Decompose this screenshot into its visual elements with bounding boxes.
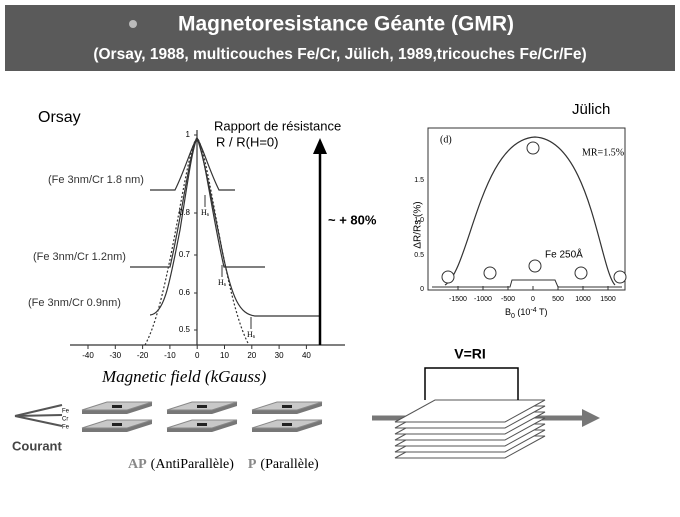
curve-label: (Fe 3nm/Cr 0.9nm) [28,297,121,309]
x-tick-label: -1000 [474,296,492,303]
julich-label: Jülich [572,101,610,118]
mr-label: MR=1.5% [582,147,624,158]
hs-label: Hs [247,330,256,341]
spin-marker [528,259,542,273]
x-tick-label: -30 [110,351,122,360]
x-tick-label: -10 [164,351,176,360]
y-tick-label: 1.0 [414,217,424,224]
x-label-part: T) [537,307,548,317]
plate-hole [282,405,292,408]
layer-label: Fe [62,425,70,431]
y-axis-label: ΔR/Rs (%) [413,201,424,248]
spin-marker [441,270,455,284]
hs-main: H [218,278,224,287]
orsay-label: Orsay [38,109,81,126]
hs-sub: s [253,334,256,340]
y-tick-label: 0.7 [179,250,191,259]
title: Magnetoresistance Géante (GMR) [178,13,514,36]
bullet [129,20,137,28]
sheet [394,399,546,423]
plate-hole [112,405,122,408]
sample-label: Fe 250Å [545,248,583,261]
arrow-head [313,138,327,154]
x-label-part: (10 [515,307,531,317]
julich-curve [444,136,616,286]
plate-hole [197,423,207,426]
hs-main: H [201,208,207,217]
ap-text: (AntiParallèle) [151,457,235,472]
julich-frame [427,127,626,291]
plate-edge [82,420,152,432]
hs-label: Hs [218,278,227,289]
plate-edge [167,402,237,414]
x-tick-label: 20 [247,351,256,360]
x-tick-label: -40 [82,351,94,360]
y-tick-label: 0 [420,286,424,293]
x-tick-label: -20 [137,351,149,360]
x-label-part: B [505,307,511,317]
panel-label: (d) [440,134,452,145]
hs-label: Hs [201,208,210,219]
law-label: V=RI [454,346,486,362]
x-tick-label: 500 [552,296,564,303]
x-axis-label: Magnetic field (kGauss) [101,367,267,386]
x-tick-label: -1500 [449,296,467,303]
julich-curve [432,279,622,288]
header-band [5,5,675,71]
y-tick-label: 0.6 [179,288,191,297]
plate-hole [282,423,292,426]
x-tick-label: 0 [195,351,200,360]
x-tick-label: 0 [531,296,535,303]
plate-edge [252,420,322,432]
y-tick-label: 0.5 [414,252,424,259]
p: P [248,457,257,472]
spin-marker [613,270,627,284]
x-tick-label: 40 [302,351,311,360]
x-label-part: -4 [530,307,536,314]
y-tick-label: 0.8 [179,208,191,217]
ap: AP [128,457,147,472]
hs-main: H [247,330,253,339]
current-label: Courant [12,438,63,453]
plate-edge [167,420,237,432]
orsay-ylabel: Rapport de résistance [214,118,341,133]
y-tick-label: 1 [186,130,191,139]
plate-edge [82,402,152,414]
x-tick-label: 1000 [575,296,591,303]
arrow-head [582,409,600,427]
legend: AP (AntiParallèle) P (Parallèle) [128,457,319,472]
x-label-part: 0 [511,313,515,320]
plate-edge [252,402,322,414]
current-arrows [14,404,63,427]
voltmeter-wire [424,367,519,400]
spin-marker [526,141,540,155]
x-tick-label: -500 [501,296,515,303]
subtitle: (Orsay, 1988, multicouches Fe/Cr, Jülich… [93,46,586,63]
spin-marker [574,266,588,280]
plate-hole [112,423,122,426]
x-tick-label: 1500 [600,296,616,303]
orsay-ylabel: R / R(H=0) [216,134,278,149]
orsay-axes [70,130,345,346]
hs-sub: s [224,282,227,288]
curve-label: (Fe 3nm/Cr 1.2nm) [33,251,126,263]
layer-label: Cr [62,417,68,423]
y-tick-label: 1.5 [414,177,424,184]
x-tick-label: 10 [220,351,229,360]
curve-label: (Fe 3nm/Cr 1.8 nm) [48,174,144,186]
change-label: ~ + 80% [328,212,377,227]
plate-hole [197,405,207,408]
x-axis-label: B0 (10-4 T) [505,307,548,320]
x-tick-label: 30 [275,351,284,360]
layer-label: Fe [62,409,70,415]
p-text: (Parallèle) [260,457,319,472]
y-tick-label: 0.5 [179,325,191,334]
spin-marker [483,266,497,280]
hs-sub: s [207,212,210,218]
